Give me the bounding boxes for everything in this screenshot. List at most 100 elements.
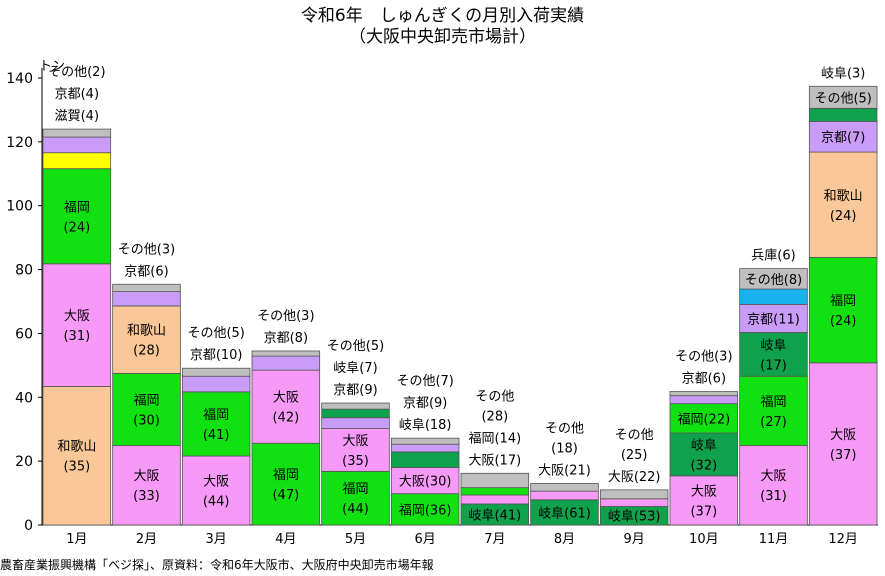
bar-segment-kyoto <box>739 303 808 333</box>
bar-segment-osaka <box>181 455 251 526</box>
data-label-other: その他(5) <box>327 339 384 354</box>
x-tick-label: 11月 <box>759 532 789 547</box>
bar-segment-wakayama <box>112 305 181 374</box>
bar-segment-gifu <box>808 107 878 122</box>
bar-segment-kyoto <box>181 375 251 393</box>
bar-segment-other <box>669 391 739 397</box>
bar-segment-fukuoka <box>251 442 321 526</box>
chart-subtitle: （大阪中央卸売市場計） <box>349 27 536 47</box>
bar-segment-kyoto <box>808 121 878 153</box>
bar-segment-other <box>251 350 321 357</box>
bar-segment-fukuoka <box>112 372 181 446</box>
bar-segment-gifu <box>390 451 460 468</box>
bar-segment-osaka <box>390 467 460 495</box>
data-label-fukuoka: 福岡(24) <box>830 294 857 329</box>
data-label-osaka: 大阪(33) <box>133 469 160 504</box>
data-label-kyoto: 京都(11) <box>747 312 800 327</box>
data-label-gifu: 岐阜(7) <box>333 360 377 376</box>
data-label-kyoto: 京都(6) <box>682 372 726 387</box>
y-tick-label: 20 <box>15 454 33 470</box>
bar-segment-other <box>181 367 251 377</box>
data-label-fukuoka: 福岡(27) <box>760 395 787 430</box>
data-label-osaka: 大阪(37) <box>830 428 857 463</box>
y-tick-label: 120 <box>6 135 33 151</box>
x-tick-label: 6月 <box>415 532 436 547</box>
data-label-osaka: 大阪(37) <box>690 484 717 519</box>
data-label-gifu: 岐阜(3) <box>821 65 865 81</box>
data-label-osaka: 大阪(17) <box>468 453 521 468</box>
data-label-wakayama: 和歌山(35) <box>57 440 96 475</box>
bar-segment-fukuoka <box>390 493 460 526</box>
data-label-fukuoka: 福岡(14) <box>468 431 521 446</box>
bar-segment-fukuoka <box>669 403 739 434</box>
bar-segment-osaka <box>460 494 530 505</box>
data-label-wakayama: 和歌山(28) <box>127 324 166 359</box>
data-label-other: その他(3) <box>257 309 314 324</box>
y-tick-label: 60 <box>15 326 33 342</box>
y-tick-label: 0 <box>24 518 33 534</box>
data-label-fukuoka: 福岡(30) <box>133 393 160 428</box>
y-tick-label: 40 <box>15 390 33 406</box>
bar-segment-fukuoka <box>739 375 808 446</box>
data-label-other: その他(7) <box>396 374 453 389</box>
bar-segment-other <box>460 472 530 489</box>
data-label-fukuoka: 福岡(44) <box>342 482 369 517</box>
bar-segment-gifu <box>321 408 390 419</box>
bar-segment-gifu <box>530 499 599 526</box>
x-tick-label: 12月 <box>828 532 858 547</box>
bar-segment-osaka <box>42 263 112 387</box>
bar-segment-wakayama <box>808 151 878 258</box>
chart-title: 令和6年 しゅんぎくの月別入荷実績 <box>300 6 585 26</box>
data-label-osaka: 大阪(35) <box>342 434 369 469</box>
data-label-gifu: 岐阜(61) <box>538 505 591 521</box>
bar-segment-other <box>739 268 808 290</box>
data-label-shiga: 滋賀(4) <box>55 109 99 124</box>
bar-segment-other <box>530 483 599 492</box>
data-label-other: その他(5) <box>814 91 871 106</box>
data-label-fukuoka: 福岡(22) <box>677 412 730 427</box>
data-label-other: その他(3) <box>675 350 732 365</box>
x-tick-label: 8月 <box>554 532 575 547</box>
data-label-hyogo: 兵庫(6) <box>751 249 795 264</box>
data-label-osaka: 大阪(21) <box>538 463 591 478</box>
bar-segment-hyogo <box>739 288 808 305</box>
bar-segment-other <box>808 85 878 109</box>
data-label-fukuoka: 福岡(36) <box>399 503 452 518</box>
x-tick-label: 2月 <box>136 532 157 547</box>
chart-title-block: 令和6年 しゅんぎくの月別入荷実績 （大阪中央卸売市場計） <box>0 6 885 48</box>
bar-segment-other <box>321 402 390 410</box>
data-label-osaka: 大阪(22) <box>608 470 661 485</box>
bar-segment-gifu <box>669 432 739 477</box>
bar-segment-fukuoka <box>181 391 251 457</box>
bar-segment-other <box>42 128 112 138</box>
data-label-other: その他(3) <box>118 242 175 257</box>
data-label-fukuoka: 福岡(47) <box>272 468 299 503</box>
data-label-fukuoka: 福岡(24) <box>63 200 90 235</box>
data-label-kyoto: 京都(7) <box>821 131 865 146</box>
bar-segment-osaka <box>251 369 321 444</box>
data-label-fukuoka: 福岡(41) <box>203 408 230 443</box>
data-label-kyoto: 京都(4) <box>55 87 99 102</box>
bar-segment-shiga <box>42 152 112 170</box>
data-label-other: その他(8) <box>745 273 802 288</box>
x-tick-label: 4月 <box>275 532 296 547</box>
data-label-gifu: 岐阜(32) <box>690 437 717 473</box>
source-note: 農畜産業振興機構「ベジ探」、原資料：令和6年大阪市、大阪府中央卸売市場年報 <box>0 558 434 572</box>
data-label-other: その他(18) <box>545 421 584 456</box>
stacked-bar-chart: トン 0 20 40 60 80 100 120 140 和歌山(35) 大阪(31) 福岡(24) 滋… <box>6 59 878 547</box>
data-label-kyoto: 京都(6) <box>124 264 168 279</box>
data-label-gifu: 岐阜(17) <box>760 337 787 373</box>
x-tick-label: 10月 <box>689 532 719 547</box>
data-label-kyoto: 京都(10) <box>190 348 243 363</box>
bar-segment-osaka <box>669 475 739 526</box>
bar-segment-fukuoka <box>42 168 112 265</box>
bar-segment-osaka <box>321 428 390 472</box>
data-label-osaka: 大阪(30) <box>399 475 452 490</box>
bar-segment-osaka <box>112 445 181 526</box>
bar-segment-osaka <box>599 498 669 507</box>
y-tick-label: 140 <box>6 71 33 87</box>
bar-segment-wakayama <box>42 386 112 526</box>
data-label-other: その他(5) <box>187 326 244 341</box>
data-label-osaka: 大阪(44) <box>203 475 230 510</box>
y-axis-unit: トン <box>39 59 65 74</box>
